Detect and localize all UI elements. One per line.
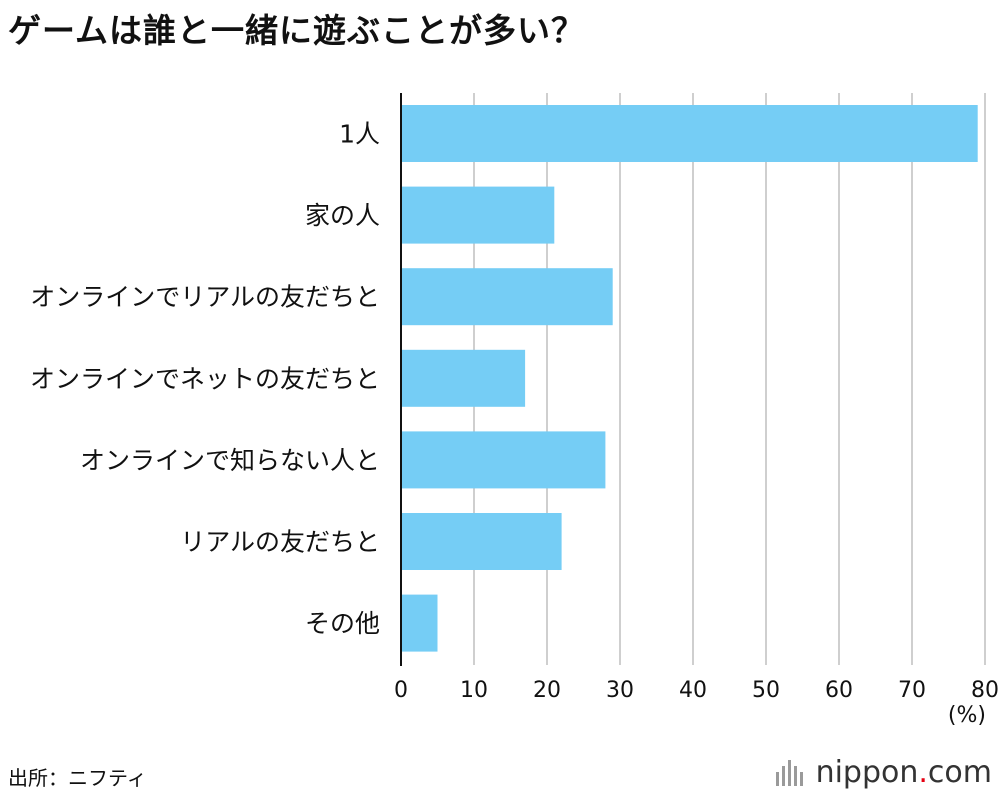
x-axis-unit-label: (%) — [947, 703, 986, 728]
category-label-2: オンラインでリアルの友だちと — [30, 283, 380, 312]
x-tick-label-0: 0 — [394, 678, 408, 703]
source-note: 出所：ニフティ — [8, 766, 147, 790]
category-label-1: 家の人 — [305, 201, 380, 230]
grid-lines — [473, 93, 986, 665]
brand-dot: . — [918, 755, 928, 790]
category-labels: 1人家の人オンラインでリアルの友だちとオンラインでネットの友だちとオンラインで知… — [30, 120, 380, 639]
bar-0 — [401, 105, 978, 162]
brand-suffix: com — [927, 755, 992, 790]
category-label-4: オンラインで知らない人と — [80, 446, 380, 475]
x-tick-label-50: 50 — [752, 678, 780, 703]
x-tick-label-60: 60 — [825, 678, 853, 703]
category-label-6: その他 — [305, 609, 380, 638]
bars — [401, 105, 978, 652]
tick-labels: 0 10 20 30 40 50 60 70 80 — [394, 678, 999, 703]
category-label-5: リアルの友だちと — [180, 528, 380, 557]
brand-bars-icon — [775, 759, 806, 786]
category-label-3: オンラインでネットの友だちと — [30, 364, 380, 393]
chart-title: ゲームは誰と一緒に遊ぶことが多い？ — [8, 11, 586, 50]
x-tick-label-20: 20 — [533, 678, 561, 703]
x-tick-label-10: 10 — [460, 678, 488, 703]
x-tick-label-80: 80 — [971, 678, 999, 703]
bar-3 — [401, 349, 526, 407]
bar-4 — [401, 431, 606, 489]
x-tick-label-70: 70 — [898, 678, 926, 703]
category-label-0: 1人 — [339, 120, 380, 149]
x-tick-label-30: 30 — [606, 678, 634, 703]
brand-name: nippon — [815, 755, 919, 790]
x-tick-label-40: 40 — [679, 678, 707, 703]
bar-chart: 1人家の人オンラインでリアルの友だちとオンラインでネットの友だちとオンラインで知… — [30, 93, 999, 703]
brand-logo: nippon. com — [775, 755, 992, 790]
bar-5 — [401, 513, 562, 570]
bar-2 — [401, 268, 613, 326]
bar-6 — [401, 594, 438, 652]
bar-1 — [401, 186, 555, 244]
